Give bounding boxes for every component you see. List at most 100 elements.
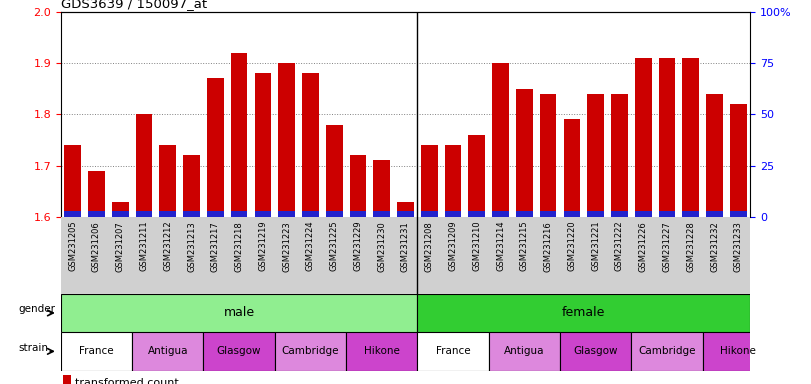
Bar bbox=[135, 114, 152, 217]
Text: Hikone: Hikone bbox=[720, 346, 756, 356]
Text: GSM231207: GSM231207 bbox=[116, 221, 125, 271]
Bar bbox=[397, 211, 414, 217]
Bar bbox=[540, 211, 556, 217]
Text: GSM231210: GSM231210 bbox=[472, 221, 481, 271]
Bar bbox=[587, 211, 604, 217]
Bar bbox=[492, 63, 509, 217]
Bar bbox=[350, 156, 367, 217]
Text: GSM231205: GSM231205 bbox=[68, 221, 77, 271]
Bar bbox=[275, 332, 346, 371]
Bar bbox=[135, 211, 152, 217]
Text: GSM231220: GSM231220 bbox=[568, 221, 577, 271]
Text: GSM231212: GSM231212 bbox=[163, 221, 172, 271]
Text: GSM231222: GSM231222 bbox=[615, 221, 624, 271]
Bar bbox=[516, 211, 533, 217]
Text: GSM231224: GSM231224 bbox=[306, 221, 315, 271]
Bar bbox=[132, 332, 204, 371]
Text: GSM231227: GSM231227 bbox=[663, 221, 672, 271]
Bar bbox=[631, 332, 702, 371]
Bar bbox=[469, 135, 485, 217]
Bar bbox=[421, 145, 438, 217]
Bar bbox=[706, 94, 723, 217]
Bar bbox=[397, 202, 414, 217]
Bar bbox=[112, 211, 129, 217]
Bar bbox=[278, 211, 295, 217]
Text: GSM231230: GSM231230 bbox=[377, 221, 386, 271]
Bar bbox=[492, 211, 509, 217]
Text: Glasgow: Glasgow bbox=[573, 346, 618, 356]
Bar bbox=[635, 211, 651, 217]
Bar bbox=[302, 73, 319, 217]
Bar bbox=[88, 171, 105, 217]
Bar bbox=[207, 211, 224, 217]
Text: GSM231216: GSM231216 bbox=[543, 221, 552, 271]
Bar bbox=[418, 294, 750, 332]
Text: GSM231228: GSM231228 bbox=[686, 221, 695, 271]
Bar bbox=[635, 58, 651, 217]
Text: GSM231209: GSM231209 bbox=[448, 221, 457, 271]
Bar bbox=[682, 211, 699, 217]
Bar bbox=[231, 211, 247, 217]
Bar bbox=[183, 211, 200, 217]
Bar bbox=[540, 94, 556, 217]
Text: Cambridge: Cambridge bbox=[281, 346, 339, 356]
Text: Antigua: Antigua bbox=[148, 346, 188, 356]
Text: GSM231221: GSM231221 bbox=[591, 221, 600, 271]
Text: GDS3639 / 150097_at: GDS3639 / 150097_at bbox=[61, 0, 207, 10]
Bar bbox=[64, 211, 81, 217]
Bar bbox=[326, 211, 342, 217]
Text: GSM231223: GSM231223 bbox=[282, 221, 291, 271]
Bar bbox=[730, 211, 747, 217]
Bar bbox=[278, 63, 295, 217]
Bar bbox=[160, 211, 176, 217]
Bar bbox=[706, 211, 723, 217]
Bar bbox=[702, 332, 774, 371]
Bar bbox=[64, 145, 81, 217]
Bar bbox=[659, 211, 676, 217]
Text: GSM231232: GSM231232 bbox=[710, 221, 719, 271]
Bar bbox=[730, 104, 747, 217]
Text: GSM231214: GSM231214 bbox=[496, 221, 505, 271]
Bar bbox=[350, 211, 367, 217]
Bar bbox=[469, 211, 485, 217]
Text: GSM231226: GSM231226 bbox=[639, 221, 648, 271]
Bar bbox=[207, 78, 224, 217]
Bar bbox=[231, 53, 247, 217]
Bar bbox=[444, 211, 461, 217]
Text: GSM231219: GSM231219 bbox=[259, 221, 268, 271]
Text: France: France bbox=[79, 346, 114, 356]
Text: female: female bbox=[562, 306, 606, 319]
Text: Cambridge: Cambridge bbox=[638, 346, 696, 356]
Bar bbox=[61, 294, 418, 332]
Text: GSM231206: GSM231206 bbox=[92, 221, 101, 271]
Text: GSM231213: GSM231213 bbox=[187, 221, 196, 271]
Text: Antigua: Antigua bbox=[504, 346, 545, 356]
Bar bbox=[61, 332, 132, 371]
Text: GSM231211: GSM231211 bbox=[139, 221, 148, 271]
Bar bbox=[62, 375, 71, 384]
Bar bbox=[489, 332, 560, 371]
Bar bbox=[611, 211, 628, 217]
Bar bbox=[204, 332, 275, 371]
Text: gender: gender bbox=[18, 304, 55, 314]
Bar bbox=[659, 58, 676, 217]
Text: GSM231231: GSM231231 bbox=[401, 221, 410, 271]
Bar bbox=[516, 89, 533, 217]
Text: GSM231233: GSM231233 bbox=[734, 221, 743, 271]
Text: Glasgow: Glasgow bbox=[217, 346, 261, 356]
Bar bbox=[255, 211, 271, 217]
Text: male: male bbox=[224, 306, 255, 319]
Bar bbox=[373, 211, 390, 217]
Text: Hikone: Hikone bbox=[364, 346, 400, 356]
Bar bbox=[88, 211, 105, 217]
Text: GSM231215: GSM231215 bbox=[520, 221, 529, 271]
Bar bbox=[560, 332, 631, 371]
Bar bbox=[373, 161, 390, 217]
Bar bbox=[112, 202, 129, 217]
Text: GSM231218: GSM231218 bbox=[234, 221, 243, 271]
Text: strain: strain bbox=[18, 343, 48, 353]
Bar bbox=[682, 58, 699, 217]
Text: GSM231217: GSM231217 bbox=[211, 221, 220, 271]
Bar bbox=[444, 145, 461, 217]
Text: GSM231229: GSM231229 bbox=[354, 221, 363, 271]
